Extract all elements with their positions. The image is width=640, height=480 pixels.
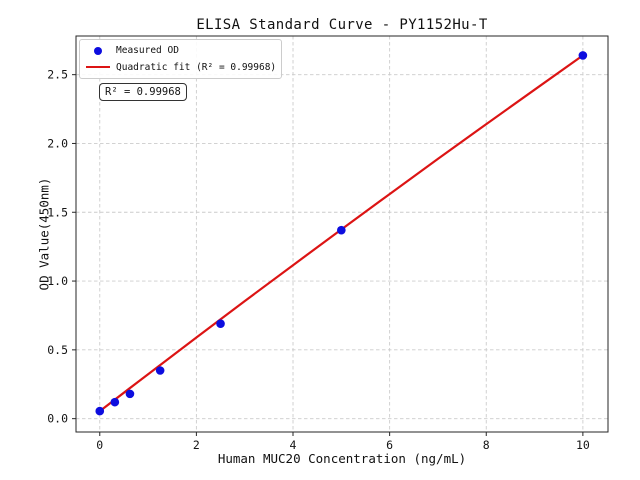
data-point — [110, 397, 120, 407]
x-axis-label: Human MUC20 Concentration (ng/mL) — [217, 451, 467, 466]
data-point — [216, 319, 225, 329]
x-tick-label: 6 — [386, 438, 393, 452]
legend: Measured OD Quadratic fit (R² = 0.99968) — [79, 39, 282, 79]
legend-item-label: Measured OD — [116, 45, 179, 57]
y-tick-label: 2.0 — [47, 136, 68, 150]
legend-item-quadratic-fit: Quadratic fit (R² = 0.99968) — [80, 60, 281, 75]
y-tick-label: 1.0 — [47, 274, 68, 288]
x-tick-label: 0 — [96, 438, 103, 452]
r-squared-annotation: R² = 0.99968 — [99, 83, 187, 101]
data-point — [95, 406, 105, 416]
data-point — [155, 366, 165, 375]
data-point — [337, 225, 346, 235]
x-tick-label: 10 — [576, 438, 590, 452]
y-tick-label: 1.5 — [47, 205, 68, 219]
data-point — [578, 51, 588, 60]
legend-item-measured-od: Measured OD — [80, 43, 281, 58]
legend-marker-dot — [94, 46, 102, 55]
plot-title: ELISA Standard Curve - PY1152Hu-T — [196, 17, 488, 33]
x-tick-label: 2 — [193, 438, 200, 452]
data-point — [125, 389, 135, 399]
y-tick-label: 0.5 — [47, 343, 68, 357]
y-tick-label: 2.5 — [47, 68, 68, 82]
legend-item-label: Quadratic fit (R² = 0.99968) — [116, 61, 277, 73]
plot-border — [75, 35, 609, 433]
x-tick-label: 8 — [483, 438, 490, 452]
y-tick-label: 0.0 — [47, 412, 68, 426]
legend-marker-line — [86, 65, 110, 69]
x-tick-label: 4 — [290, 438, 297, 452]
